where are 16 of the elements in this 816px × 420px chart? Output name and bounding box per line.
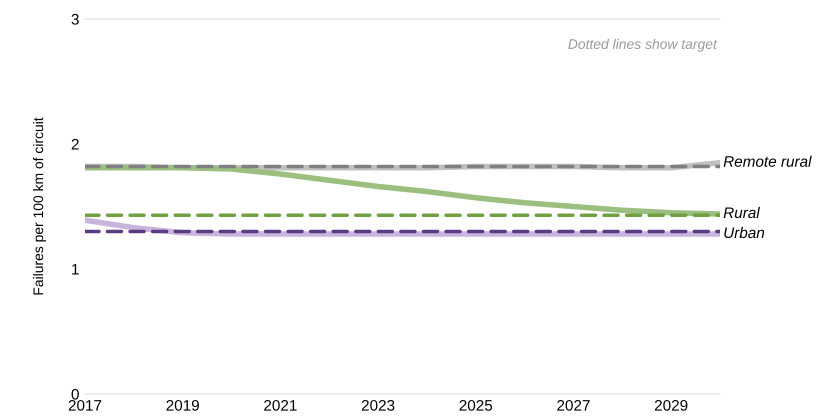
x-tick-label: 2023 bbox=[362, 400, 394, 411]
x-tick-label: 2019 bbox=[166, 400, 199, 411]
y-tick-label: 0 bbox=[72, 388, 79, 400]
series-label: Remote rural bbox=[724, 156, 812, 167]
x-tick-label: 2027 bbox=[557, 400, 590, 411]
series-label: Urban bbox=[724, 226, 764, 238]
annotation: Dotted lines show target bbox=[568, 38, 718, 52]
y-tick-label: 2 bbox=[72, 138, 79, 150]
x-tick-label: 2017 bbox=[68, 400, 102, 411]
y-tick-label: 1 bbox=[72, 264, 79, 275]
x-tick-label: 2025 bbox=[460, 400, 492, 411]
series-label: Rural bbox=[724, 206, 760, 218]
x-tick-label: 2021 bbox=[264, 400, 297, 411]
x-tick-label: 2029 bbox=[654, 400, 688, 411]
y-axis-title: Failures per 100 km of circuit bbox=[33, 117, 46, 295]
y-tick-label: 3 bbox=[72, 14, 79, 25]
